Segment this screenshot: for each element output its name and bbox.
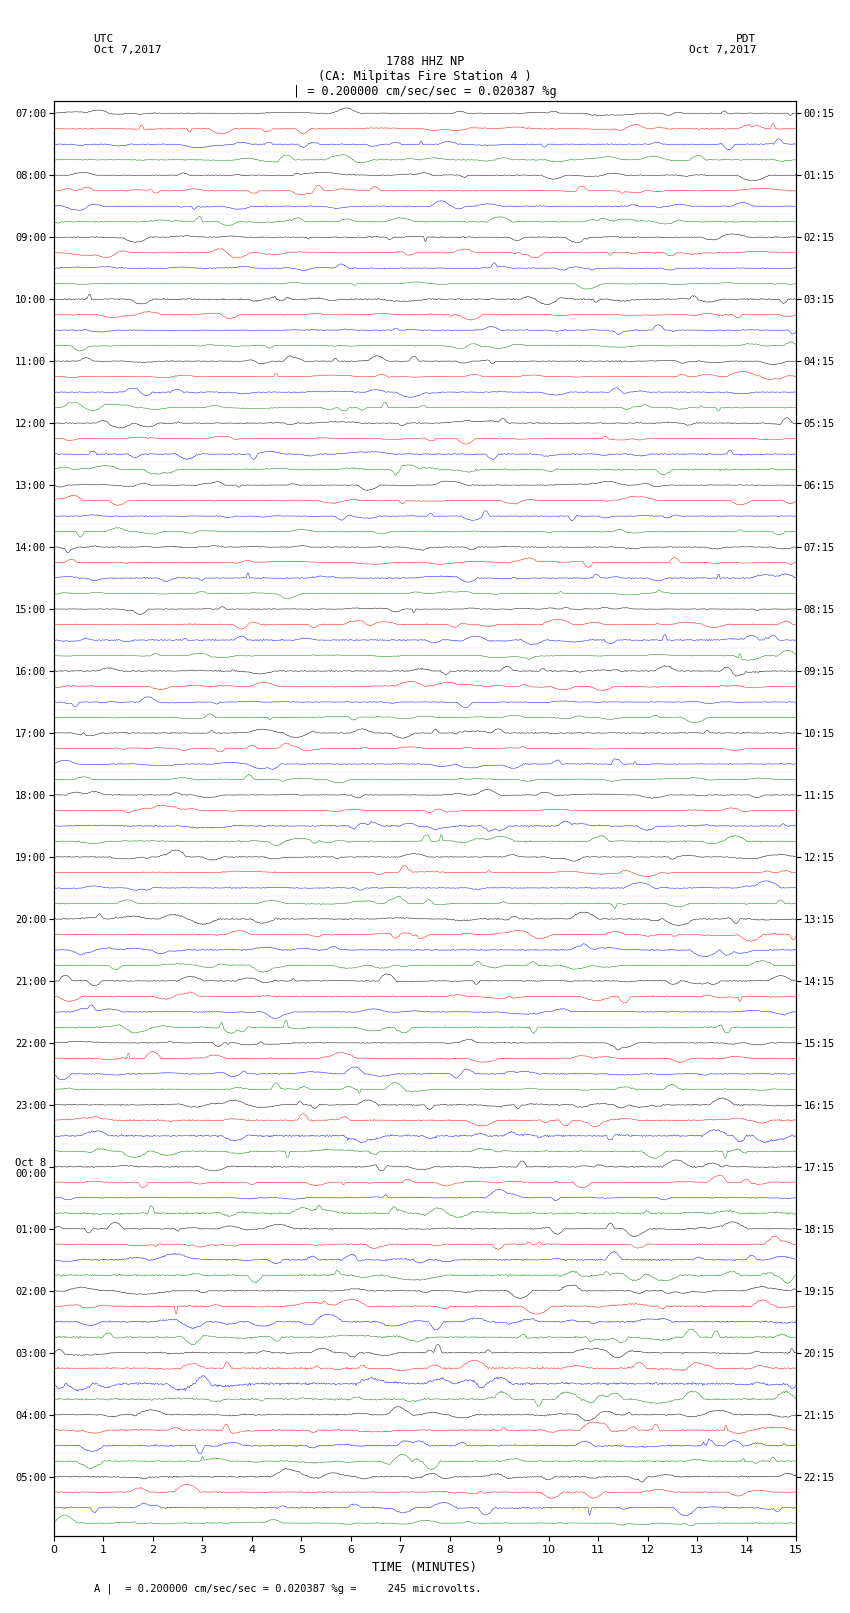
Text: PDT: PDT (736, 34, 756, 44)
Text: A |  = 0.200000 cm/sec/sec = 0.020387 %g =     245 microvolts.: A | = 0.200000 cm/sec/sec = 0.020387 %g … (94, 1582, 481, 1594)
Text: Oct 7,2017: Oct 7,2017 (689, 45, 756, 55)
Text: Oct 7,2017: Oct 7,2017 (94, 45, 161, 55)
Title: 1788 HHZ NP
(CA: Milpitas Fire Station 4 )
| = 0.200000 cm/sec/sec = 0.020387 %g: 1788 HHZ NP (CA: Milpitas Fire Station 4… (293, 55, 557, 98)
Text: UTC: UTC (94, 34, 114, 44)
X-axis label: TIME (MINUTES): TIME (MINUTES) (372, 1561, 478, 1574)
